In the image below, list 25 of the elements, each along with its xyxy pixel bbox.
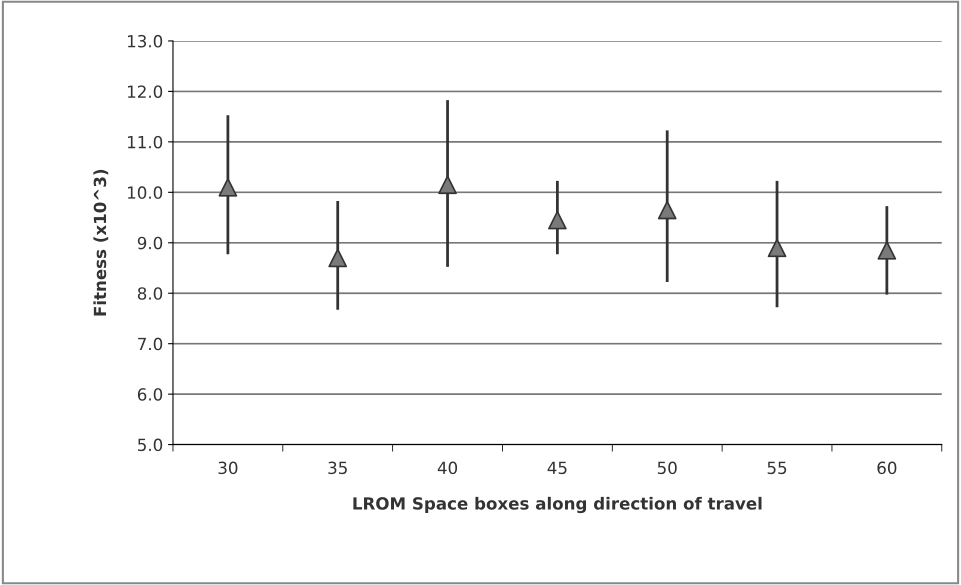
y-tick-label: 8.0 — [138, 287, 162, 300]
x-axis-title: LROM Space boxes along direction of travel — [353, 496, 762, 514]
x-tick-label: 45 — [548, 462, 567, 474]
point — [328, 248, 348, 268]
x-tick-label: 30 — [218, 462, 238, 474]
y-tick-label: 9.0 — [138, 236, 162, 250]
y-tick-label: 11.0 — [128, 136, 162, 148]
point — [548, 210, 567, 230]
point — [218, 178, 238, 197]
point — [438, 175, 457, 194]
point — [658, 200, 677, 220]
x-tick-label: 40 — [438, 462, 458, 474]
point — [768, 238, 786, 258]
x-tick-label: 60 — [877, 462, 896, 474]
y-tick-label: 12.0 — [128, 85, 162, 98]
x-tick-label: 35 — [328, 462, 347, 474]
y-tick-label: 13.0 — [128, 34, 162, 48]
point — [878, 241, 896, 260]
x-tick-label: 55 — [768, 462, 786, 474]
y-tick-label: 7.0 — [138, 338, 162, 350]
x-tick-label: 50 — [658, 462, 677, 474]
y-tick-label: 10.0 — [128, 186, 162, 199]
y-tick-label: 5.0 — [138, 438, 162, 452]
y-axis-title: Fitness (x10^3) — [93, 170, 108, 316]
y-tick-label: 6.0 — [138, 388, 162, 401]
